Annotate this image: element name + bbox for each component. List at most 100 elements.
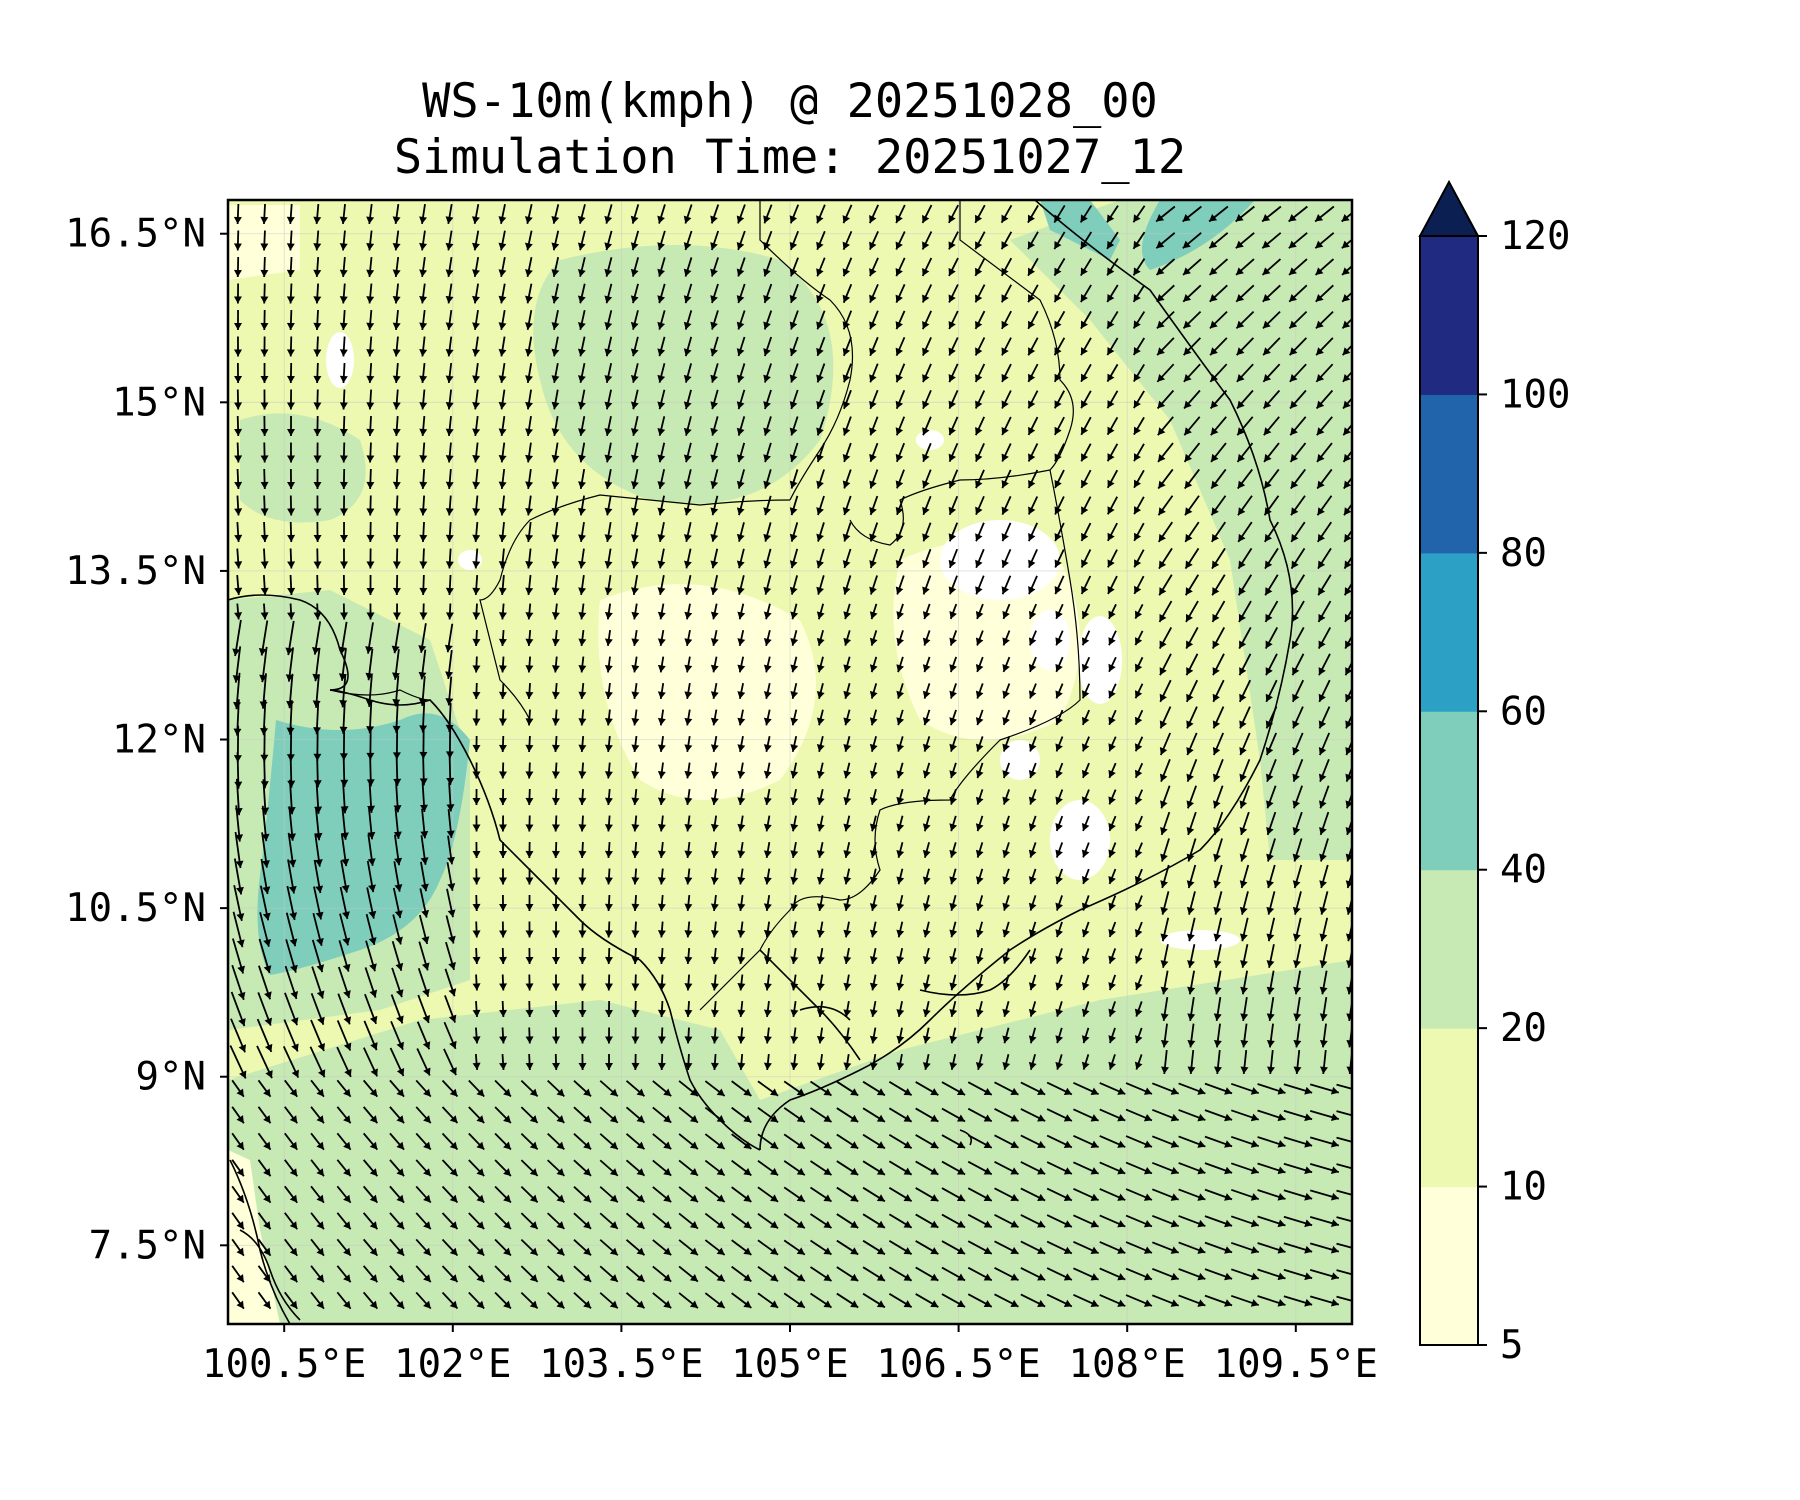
wind-arrow <box>1230 1188 1260 1201</box>
wind-arrow <box>287 495 296 516</box>
wind-arrow <box>949 948 958 964</box>
wind-arrow <box>763 389 772 410</box>
wind-arrow <box>843 1027 852 1044</box>
wind-arrow <box>763 974 772 991</box>
wind-arrow <box>389 1291 405 1310</box>
wind-arrow <box>710 495 719 516</box>
wind-arrow <box>790 656 799 673</box>
wind-arrow <box>896 630 904 646</box>
wind-arrow <box>498 415 507 437</box>
wind-arrow <box>339 256 348 278</box>
wind-arrow <box>419 888 430 918</box>
wind-arrow <box>1288 205 1308 223</box>
wind-arrow <box>1081 895 1090 911</box>
wind-arrow <box>1212 706 1225 729</box>
wind-arrow <box>1319 944 1328 968</box>
wind-arrow <box>1186 732 1198 756</box>
wind-arrow <box>1079 205 1093 223</box>
wind-arrow <box>551 415 560 437</box>
wind-arrow <box>604 548 613 569</box>
wind-arrow <box>1151 1214 1180 1228</box>
wind-arrow <box>843 947 852 965</box>
coastline <box>239 1229 301 1321</box>
wind-arrow <box>1108 630 1117 646</box>
wind-arrow <box>757 1292 779 1309</box>
wind-arrow <box>1240 944 1249 968</box>
wind-arrow <box>657 469 666 489</box>
wind-arrow <box>915 1134 939 1149</box>
wind-arrow <box>284 1238 298 1257</box>
wind-arrow <box>1081 921 1090 938</box>
wind-arrow <box>869 416 879 436</box>
wind-arrow <box>234 442 243 463</box>
wind-arrow <box>313 336 322 357</box>
wind-arrow <box>1001 496 1012 515</box>
wind-arrow <box>1213 838 1223 862</box>
wind-arrow <box>313 548 322 569</box>
wind-arrow <box>1283 1242 1313 1254</box>
wind-arrow <box>737 629 746 647</box>
wind-arrow <box>790 815 799 832</box>
wind-arrow <box>420 835 429 865</box>
wind-arrow <box>1028 921 1037 938</box>
wind-arrow <box>1239 759 1251 782</box>
latitude-ticks: 16.5°N15°N13.5°N12°N10.5°N9°N7.5°N <box>65 212 228 1268</box>
wind-arrow <box>1257 1189 1286 1201</box>
wind-arrow <box>1239 864 1250 889</box>
wind-arrow <box>1240 970 1249 995</box>
wind-arrow <box>631 656 640 673</box>
wind-arrow <box>337 966 351 999</box>
wind-arrow <box>445 729 454 759</box>
wind-arrow <box>1002 630 1011 646</box>
wind-arrow <box>1239 811 1250 836</box>
wind-arrow <box>392 914 403 945</box>
wind-arrow <box>1055 762 1064 779</box>
wind-arrow <box>1055 603 1064 620</box>
wind-arrow <box>468 1212 485 1230</box>
wind-arrow <box>313 230 322 251</box>
wind-arrow <box>737 603 746 620</box>
wind-arrow <box>922 416 932 436</box>
wind-arrow <box>468 1265 485 1283</box>
wind-arrow <box>525 1027 534 1044</box>
wind-arrow <box>1262 337 1281 356</box>
wind-arrow <box>498 629 507 647</box>
wind-arrow <box>888 1134 913 1149</box>
wind-arrow <box>915 1213 939 1229</box>
wind-arrow <box>419 442 428 463</box>
wind-arrow <box>842 204 853 224</box>
wind-arrow <box>1183 389 1201 410</box>
wind-arrow <box>1020 1240 1046 1255</box>
wind-arrow <box>1293 1049 1302 1075</box>
wind-arrow <box>525 442 534 463</box>
wind-arrow <box>869 921 878 938</box>
wind-arrow <box>366 256 375 278</box>
wind-arrow <box>284 992 299 1026</box>
wind-arrow <box>790 1000 799 1018</box>
wind-arrow <box>949 736 957 752</box>
wind-arrow <box>1319 811 1330 836</box>
wind-arrow <box>1001 337 1012 356</box>
wind-arrow <box>577 283 586 304</box>
wind-arrow <box>552 1027 561 1044</box>
wind-arrow <box>1134 656 1144 673</box>
wind-arrow <box>948 204 959 224</box>
wind-arrow <box>1108 842 1117 858</box>
wind-arrow <box>392 649 400 680</box>
wind-arrow <box>949 868 958 885</box>
wind-arrow <box>578 735 587 753</box>
wind-arrow <box>551 709 560 726</box>
wind-arrow <box>1187 944 1196 968</box>
wind-arrow <box>763 204 773 224</box>
wind-arrow <box>710 548 719 569</box>
wind-arrow <box>525 974 534 991</box>
wind-arrow <box>1133 443 1145 462</box>
wind-arrow <box>975 762 984 779</box>
country-border <box>759 200 853 501</box>
wind-arrow <box>1028 1027 1037 1044</box>
wind-arrow <box>1186 811 1197 836</box>
wind-arrow <box>1184 521 1200 543</box>
wind-arrow <box>1262 310 1281 330</box>
wind-arrow <box>843 921 852 938</box>
wind-arrow <box>975 789 984 805</box>
